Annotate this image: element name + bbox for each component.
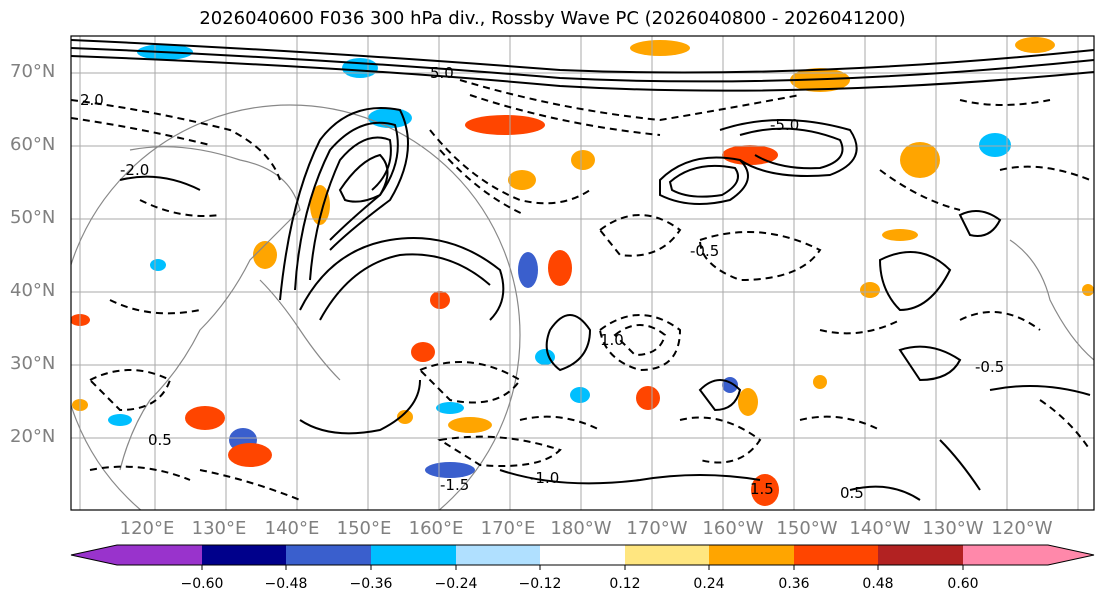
map-title: 2026040600 F036 300 hPa div., Rossby Wav… (199, 8, 906, 29)
colorbar-tick-label: −0.24 (434, 576, 478, 592)
lon-label: 160°E (408, 518, 464, 539)
lon-label: 120°W (991, 518, 1053, 539)
contour-label: -1.5 (440, 476, 469, 494)
contour-label: -1.0 (530, 469, 559, 487)
contour-labels: 5.0 -5.0 -0.5 0.5 1.0 -1.0 2.0 1.5 -1.5 … (80, 64, 1004, 502)
contour-label: -2.0 (120, 161, 149, 179)
colorbar-tick-label: −0.36 (349, 576, 393, 592)
colorbar-tick-label: 0.48 (862, 576, 894, 592)
graticule (71, 36, 1094, 510)
colorbar-segment (625, 545, 709, 565)
lon-label: 130°W (922, 518, 984, 539)
colorbar-segment (202, 545, 286, 565)
colorbar-tick-label: 0.12 (609, 576, 641, 592)
lon-label: 150°E (336, 518, 392, 539)
lon-label: 160°W (702, 518, 764, 539)
colorbar-tick-label: 0.60 (947, 576, 979, 592)
colorbar-tick-label: 0.24 (693, 576, 725, 592)
lat-label: 30°N (10, 353, 56, 374)
colorbar-segment (456, 545, 540, 565)
colorbar-extend-max (963, 545, 1094, 565)
lon-label: 170°W (626, 518, 688, 539)
map-plot-area: 5.0 -5.0 -0.5 0.5 1.0 -1.0 2.0 1.5 -1.5 … (71, 36, 1094, 510)
colorbar-tick-label: −0.12 (518, 576, 562, 592)
lon-label: 170°E (480, 518, 536, 539)
colorbar-extend-min (71, 545, 118, 565)
solid-contours (71, 39, 1094, 501)
lon-label: 130°E (191, 518, 247, 539)
contour-label: -0.5 (975, 358, 1004, 376)
lat-label: 40°N (10, 280, 56, 301)
dashed-contours (71, 79, 1091, 501)
contour-label: -5.0 (770, 116, 799, 134)
lon-label: 140°E (264, 518, 320, 539)
contour-label: 0.5 (840, 484, 864, 502)
colorbar-tick-label: −0.60 (180, 576, 224, 592)
colorbar-outline (70, 544, 1095, 566)
colorbar-tick-label: 0.36 (778, 576, 810, 592)
contour-label: 1.0 (600, 331, 624, 349)
colorbar-segment (371, 545, 456, 565)
contour-label: 2.0 (80, 91, 104, 109)
contour-label: 0.5 (148, 431, 172, 449)
lat-label: 70°N (10, 61, 56, 82)
lon-label: 180°W (550, 518, 612, 539)
colorbar-segment (794, 545, 878, 565)
coastlines (71, 104, 1094, 510)
lat-label: 20°N (10, 426, 56, 447)
contour-label: -0.5 (690, 242, 719, 260)
colorbar-segment (286, 545, 371, 565)
lat-label: 60°N (10, 134, 56, 155)
lon-label: 140°W (849, 518, 911, 539)
map-frame (70, 35, 1095, 511)
lon-label: 120°E (119, 518, 175, 539)
colorbar-segment (878, 545, 963, 565)
divergence-shading (71, 37, 1094, 506)
contour-label: 5.0 (430, 64, 454, 82)
colorbar-segment (540, 545, 625, 565)
lon-label: 150°W (776, 518, 838, 539)
lat-label: 50°N (10, 207, 56, 228)
colorbar-segment (709, 545, 794, 565)
contour-label: 1.5 (750, 480, 774, 498)
colorbar-segment (117, 545, 202, 565)
colorbar-tick-label: −0.48 (264, 576, 308, 592)
colorbar (70, 544, 1095, 570)
